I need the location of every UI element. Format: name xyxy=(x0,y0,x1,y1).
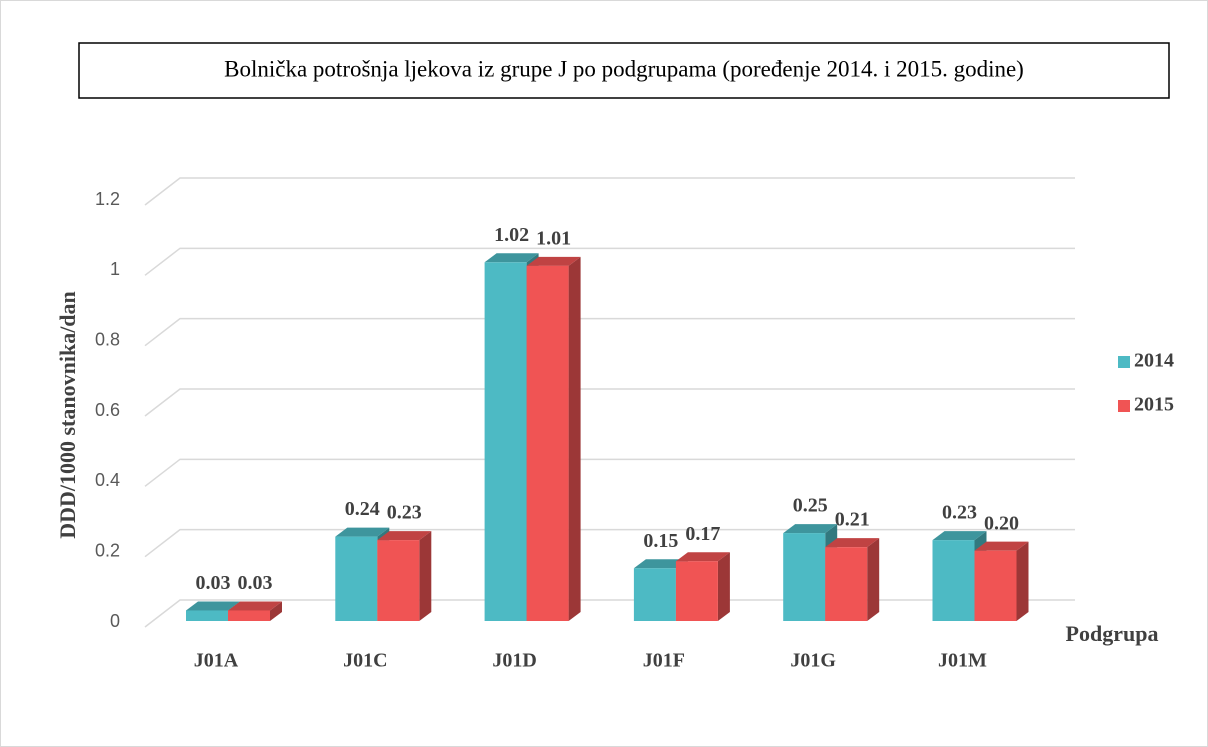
y-tick-label: 0.2 xyxy=(95,540,120,560)
legend-swatch xyxy=(1118,400,1130,412)
x-tick-label: J01D xyxy=(492,650,536,672)
legend-label: 2014 xyxy=(1134,350,1174,372)
bar-top xyxy=(526,256,581,266)
data-label: 0.21 xyxy=(835,509,870,531)
y-tick-label: 0.8 xyxy=(95,329,120,349)
bar xyxy=(526,265,569,621)
legend-label: 2015 xyxy=(1134,394,1174,416)
bar-side xyxy=(867,538,880,621)
bar-side xyxy=(270,601,282,621)
data-label: 0.23 xyxy=(942,502,977,524)
bar-top xyxy=(675,552,730,562)
bar xyxy=(825,547,868,621)
grid-line xyxy=(144,528,1075,558)
data-label: 0.25 xyxy=(793,495,828,517)
y-tick-label: 0.4 xyxy=(95,470,120,490)
data-label: 0.24 xyxy=(345,498,380,520)
data-label: 1.02 xyxy=(494,224,529,246)
bar xyxy=(932,540,975,621)
bar-top xyxy=(377,531,432,541)
grid-line xyxy=(144,599,1075,628)
y-tick-label: 1.2 xyxy=(95,189,120,209)
bar-top xyxy=(783,524,838,534)
x-tick-label: J01F xyxy=(643,650,685,672)
grid-line xyxy=(144,317,1075,347)
grid-line xyxy=(144,247,1075,276)
bar-top xyxy=(335,527,390,537)
bar-top xyxy=(974,541,1029,551)
bar xyxy=(186,610,228,621)
data-label: 0.15 xyxy=(643,530,678,552)
data-label: 1.01 xyxy=(536,227,571,249)
y-tick-label: 0.6 xyxy=(95,400,120,420)
bar xyxy=(633,568,676,621)
legend-swatch xyxy=(1118,356,1130,368)
bar xyxy=(228,610,270,621)
bar-side xyxy=(568,256,581,621)
bar xyxy=(377,540,420,621)
bar-top xyxy=(228,601,282,611)
x-tick-label: J01M xyxy=(938,650,987,672)
bar-top xyxy=(825,538,880,548)
data-label: 0.17 xyxy=(685,523,720,545)
bar-top xyxy=(186,601,240,611)
bar-top xyxy=(633,559,688,569)
y-tick-label: 0 xyxy=(110,611,120,631)
bar xyxy=(675,561,718,621)
data-label: 0.20 xyxy=(984,512,1019,534)
x-axis-label: Podgrupa xyxy=(1066,621,1159,646)
grid-line xyxy=(144,388,1075,417)
bar-side xyxy=(717,552,730,621)
bar xyxy=(335,536,378,621)
x-tick-label: J01G xyxy=(790,650,836,672)
title-box xyxy=(78,42,1170,99)
x-tick-label: J01A xyxy=(194,650,239,672)
bar xyxy=(484,262,527,621)
y-tick-label: 1 xyxy=(110,259,120,279)
data-label: 0.03 xyxy=(196,572,231,594)
grid-line xyxy=(144,458,1075,487)
grid-line xyxy=(144,177,1075,206)
bar-top xyxy=(484,253,539,263)
bar xyxy=(783,533,826,621)
chart-title: Bolnička potrošnja ljekova iz grupe J po… xyxy=(224,56,1024,81)
data-label: 0.03 xyxy=(238,572,273,594)
data-label: 0.23 xyxy=(387,502,422,524)
bar-side xyxy=(419,531,432,621)
y-axis-label: DDD/1000 stanovnika/dan xyxy=(55,291,80,539)
x-tick-label: J01C xyxy=(343,650,387,672)
bar xyxy=(974,550,1017,621)
bar-top xyxy=(932,531,987,541)
bar-side xyxy=(1016,541,1029,621)
